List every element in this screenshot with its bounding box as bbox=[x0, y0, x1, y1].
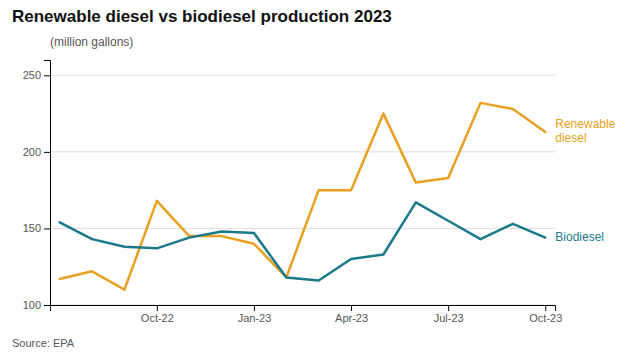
tick-label: 250 bbox=[23, 69, 41, 81]
line bbox=[60, 202, 546, 280]
x-tick: Oct-22 bbox=[141, 305, 174, 324]
tick-mark bbox=[44, 152, 50, 153]
title: Renewable diesel vs biodiesel production… bbox=[12, 7, 392, 26]
tick-label: Oct-22 bbox=[141, 312, 174, 324]
subtitle: (million gallons) bbox=[50, 35, 133, 49]
plot: Oct-22 Jan-23 Apr-23 Jul-23 Oct-23 100 150 200 2… bbox=[23, 61, 616, 324]
tick-mark bbox=[254, 305, 255, 311]
tick-label: Jan-23 bbox=[238, 312, 272, 324]
grid-line bbox=[50, 151, 555, 152]
tick-mark bbox=[44, 228, 50, 229]
annotation: Source: EPA bbox=[12, 337, 75, 349]
y-tick: 250 bbox=[23, 69, 50, 81]
x-tick: Jul-23 bbox=[434, 305, 464, 324]
tick-mark bbox=[351, 305, 352, 311]
x-tick: Apr-23 bbox=[335, 305, 368, 324]
tick-mark bbox=[545, 305, 546, 311]
x-tick: Jan-23 bbox=[238, 305, 272, 324]
line bbox=[60, 103, 546, 290]
grid bbox=[50, 75, 555, 305]
axis-line bbox=[51, 306, 556, 312]
x-tick: Oct-23 bbox=[529, 305, 562, 324]
y-axis: 100 150 200 250 bbox=[23, 61, 51, 312]
tick-label: Apr-23 bbox=[335, 312, 368, 324]
chart: Renewable diesel vs biodiesel production… bbox=[0, 0, 640, 353]
tick-mark bbox=[44, 75, 50, 76]
line-label: Biodiesel bbox=[555, 230, 604, 244]
tick-label: 100 bbox=[23, 299, 41, 311]
tick-label: Oct-23 bbox=[529, 312, 562, 324]
background bbox=[0, 0, 640, 353]
grid-line bbox=[50, 75, 555, 76]
y-tick: 200 bbox=[23, 146, 50, 158]
tick-label: 150 bbox=[23, 222, 41, 234]
y-tick: 150 bbox=[23, 222, 50, 234]
line-labels: Renewablediesel Biodiesel bbox=[555, 118, 615, 244]
x-axis: Oct-22 Jan-23 Apr-23 Jul-23 Oct-23 bbox=[51, 305, 563, 324]
tick-mark bbox=[44, 305, 50, 306]
series-group bbox=[60, 103, 546, 290]
axis-line bbox=[44, 61, 51, 306]
tick-mark bbox=[157, 305, 158, 311]
tick-label: Jul-23 bbox=[434, 312, 464, 324]
y-tick: 100 bbox=[23, 299, 50, 311]
tick-mark bbox=[448, 305, 449, 311]
line-label: Renewablediesel bbox=[555, 118, 615, 145]
tick-label: 200 bbox=[23, 146, 41, 158]
grid-line bbox=[50, 228, 555, 229]
